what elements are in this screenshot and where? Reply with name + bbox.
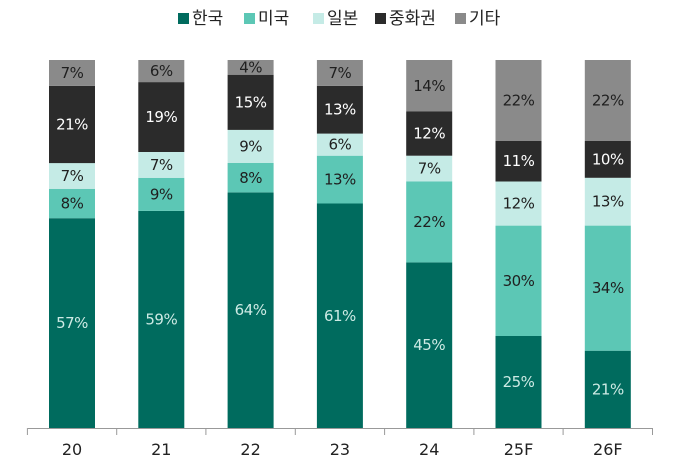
legend-swatch-0 <box>178 13 189 24</box>
x-tick-label-26F: 26F <box>593 440 623 459</box>
legend-label-1: 미국 <box>258 9 289 29</box>
bar-segment-23-1 <box>316 155 363 204</box>
x-tick-label-24: 24 <box>419 440 439 459</box>
legend-label-0: 한국 <box>192 9 223 29</box>
data-label-25F-2: 12% <box>503 195 535 213</box>
bar-segment-21-1 <box>138 177 185 211</box>
bar-segment-20-4 <box>49 60 95 86</box>
data-label-23-2: 6% <box>329 136 352 154</box>
bar-segment-21-4 <box>138 60 185 83</box>
data-label-24-3: 12% <box>413 125 445 143</box>
bar-segment-21-2 <box>138 152 185 178</box>
data-label-20-4: 7% <box>61 64 84 82</box>
data-label-22-0: 64% <box>235 301 267 319</box>
bar-segment-25F-3 <box>495 141 542 182</box>
data-label-26F-4: 22% <box>592 92 624 110</box>
data-label-22-1: 8% <box>239 169 262 187</box>
data-label-21-1: 9% <box>150 185 173 203</box>
bar-segment-20-0 <box>49 218 95 428</box>
x-tick-label-25F: 25F <box>504 440 534 459</box>
data-label-20-1: 8% <box>61 195 84 213</box>
data-label-22-3: 15% <box>235 93 267 111</box>
bar-stack-23: 61% 13% 6% 13% 7% <box>316 60 363 428</box>
bar-segment-26F-3 <box>584 141 631 178</box>
bar-segment-24-0 <box>406 262 453 428</box>
bar-segment-24-4 <box>406 60 453 112</box>
data-label-26F-3: 10% <box>592 150 624 168</box>
bar-segment-22-0 <box>227 192 274 428</box>
data-label-20-3: 21% <box>56 115 88 133</box>
bar-stack-22: 64% 8% 9% 15% 4% <box>227 58 274 428</box>
x-axis-ticks: 20 21 22 23 24 25F 26F <box>26 428 653 459</box>
bar-segment-24-3 <box>406 111 453 156</box>
bar-segment-24-2 <box>406 155 453 182</box>
data-label-21-0: 59% <box>145 310 177 328</box>
bar-segment-25F-0 <box>495 336 542 428</box>
data-label-21-4: 6% <box>150 62 173 80</box>
data-label-24-1: 22% <box>413 213 445 231</box>
bar-stack-25F: 25% 30% 12% 11% 22% <box>495 60 542 428</box>
bar-segment-20-1 <box>49 188 95 219</box>
bar-segment-20-3 <box>49 85 95 164</box>
legend-swatch-4 <box>455 13 466 24</box>
bar-segment-23-2 <box>316 133 363 156</box>
x-tick-label-22: 22 <box>240 440 260 459</box>
x-tick-label-20: 20 <box>62 440 82 459</box>
bar-stack-26F: 21% 34% 13% 10% 22% <box>584 60 631 428</box>
legend-swatch-1 <box>244 13 255 24</box>
data-label-23-3: 13% <box>324 101 356 119</box>
legend-label-4: 기타 <box>469 9 501 29</box>
x-tick-label-21: 21 <box>151 440 171 459</box>
data-label-25F-1: 30% <box>503 272 535 290</box>
x-tick-label-23: 23 <box>330 440 350 459</box>
data-label-24-0: 45% <box>413 336 445 354</box>
bar-segment-26F-2 <box>584 177 631 226</box>
legend-swatch-2 <box>313 13 324 24</box>
data-label-24-2: 7% <box>418 160 441 178</box>
bar-segment-23-4 <box>316 60 363 86</box>
legend-label-3: 중화권 <box>389 9 436 29</box>
bar-segment-22-2 <box>227 129 274 163</box>
bar-stack-20: 57% 8% 7% 21% 7% <box>49 60 95 428</box>
data-label-20-2: 7% <box>61 167 84 185</box>
bar-segment-24-1 <box>406 181 453 263</box>
bar-segment-26F-1 <box>584 225 631 351</box>
data-label-20-0: 57% <box>56 314 88 332</box>
bar-segment-22-1 <box>227 163 274 193</box>
data-label-25F-0: 25% <box>503 373 535 391</box>
data-label-22-2: 9% <box>239 138 262 156</box>
bars: 57% 8% 7% 21% 7% 59% 9% 7% 19% 6% 64% 8% 9% 15% 4% 61% 1… <box>49 58 631 428</box>
legend-label-2: 일본 <box>327 9 358 29</box>
bar-segment-25F-4 <box>495 60 542 141</box>
data-label-23-0: 61% <box>324 307 356 325</box>
bar-segment-22-3 <box>227 74 274 130</box>
data-label-23-1: 13% <box>324 171 356 189</box>
bar-segment-25F-1 <box>495 225 542 336</box>
data-label-26F-2: 13% <box>592 193 624 211</box>
bar-segment-23-3 <box>316 85 363 134</box>
bar-segment-22-4 <box>227 60 274 75</box>
data-label-26F-0: 21% <box>592 380 624 398</box>
bar-segment-21-3 <box>138 82 185 152</box>
data-label-23-4: 7% <box>329 64 352 82</box>
data-label-22-4: 4% <box>239 58 262 76</box>
legend: 한국 미국 일본 중화권 기타 <box>178 9 501 29</box>
bar-segment-26F-0 <box>584 350 631 428</box>
bar-segment-25F-2 <box>495 181 542 226</box>
data-label-26F-1: 34% <box>592 279 624 297</box>
bar-segment-26F-4 <box>584 60 631 141</box>
legend-swatch-3 <box>375 13 386 24</box>
bar-segment-20-2 <box>49 163 95 189</box>
data-label-25F-4: 22% <box>503 92 535 110</box>
bar-segment-23-0 <box>316 203 363 428</box>
data-label-24-4: 14% <box>413 77 445 95</box>
bar-segment-21-0 <box>138 210 185 428</box>
data-label-21-2: 7% <box>150 156 173 174</box>
bar-stack-24: 45% 22% 7% 12% 14% <box>406 60 453 428</box>
bar-stack-21: 59% 9% 7% 19% 6% <box>138 60 185 428</box>
data-label-21-3: 19% <box>145 108 177 126</box>
data-label-25F-3: 11% <box>503 152 535 170</box>
